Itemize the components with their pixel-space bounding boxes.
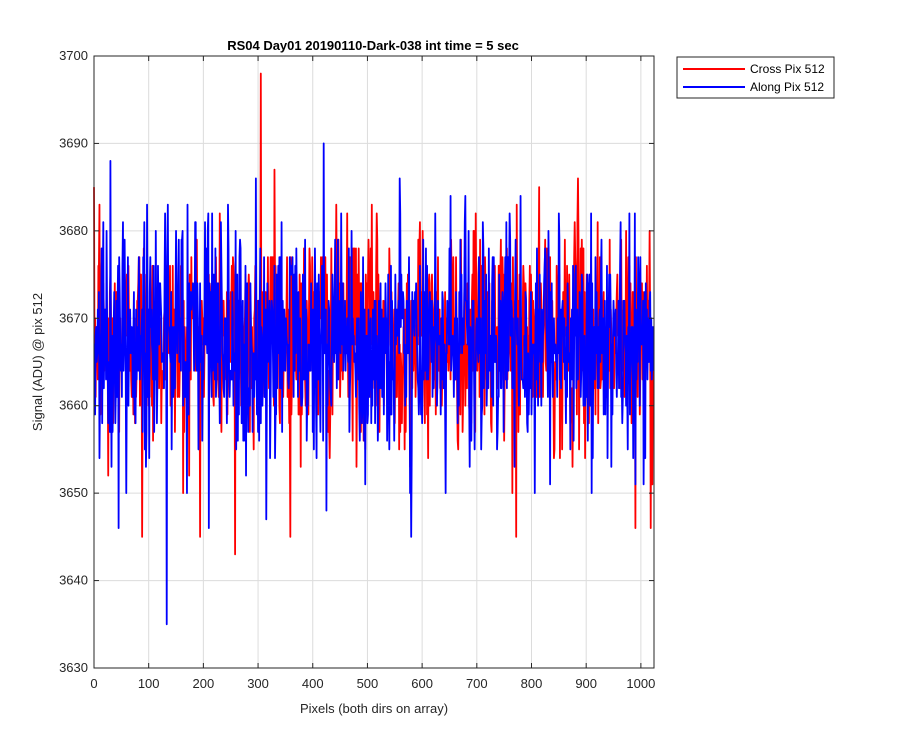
y-tick-label: 3690 [59, 135, 88, 150]
x-tick-label: 500 [357, 676, 379, 691]
legend-label-cross: Cross Pix 512 [750, 62, 825, 76]
ticks: 0 100 200 300 400 500 600 700 800 900 1000 3630 3640… [59, 48, 655, 691]
series-line-along-pix-512 [93, 142, 655, 626]
y-tick-label: 3650 [59, 485, 88, 500]
y-tick-label: 3680 [59, 223, 88, 238]
y-tick-label: 3660 [59, 398, 88, 413]
x-axis-label: Pixels (both dirs on array) [300, 701, 448, 716]
x-tick-label: 100 [138, 676, 160, 691]
y-tick-label: 3670 [59, 310, 88, 325]
x-tick-label: 900 [575, 676, 597, 691]
x-tick-label: 700 [466, 676, 488, 691]
y-axis-label: Signal (ADU) @ pix 512 [30, 293, 45, 431]
y-tick-label: 3630 [59, 660, 88, 675]
plot-frame [93, 55, 655, 669]
x-tick-label: 0 [90, 676, 97, 691]
y-tick-label: 3700 [59, 48, 88, 63]
x-tick-label: 1000 [626, 676, 655, 691]
x-tick-label: 200 [193, 676, 215, 691]
legend-label-along: Along Pix 512 [750, 80, 824, 94]
x-tick-label: 600 [411, 676, 433, 691]
series-layer [93, 72, 655, 626]
y-tick-label: 3640 [59, 573, 88, 588]
x-tick-label: 400 [302, 676, 324, 691]
chart-title: RS04 Day01 20190110-Dark-038 int time = … [227, 38, 519, 53]
legend[interactable]: Cross Pix 512 Along Pix 512 [676, 56, 835, 99]
x-tick-label: 300 [247, 676, 269, 691]
x-tick-label: 800 [521, 676, 543, 691]
legend-box [676, 56, 835, 99]
